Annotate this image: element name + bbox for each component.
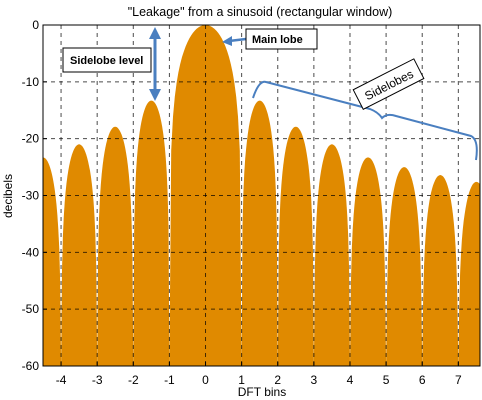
y-tick-label: -20 <box>22 132 40 146</box>
x-tick-label: 5 <box>383 373 390 387</box>
x-tick-labels: -4 -3 -2 -1 0 1 2 3 4 5 6 7 <box>56 373 462 387</box>
x-tick-label: 0 <box>202 373 209 387</box>
x-tick-label: 3 <box>311 373 318 387</box>
y-tick-label: -40 <box>22 245 40 259</box>
lobe-8 <box>350 157 387 366</box>
x-tick-label: -4 <box>56 373 67 387</box>
lobe-3 <box>133 100 170 366</box>
main-lobe-label: Main lobe <box>252 34 303 46</box>
lobe-2 <box>97 126 134 366</box>
x-tick-label: 7 <box>455 373 462 387</box>
grid-lines <box>43 25 480 366</box>
x-tick-label: 2 <box>274 373 281 387</box>
x-tick-label: 1 <box>238 373 245 387</box>
sidelobe-level-arrowhead-top <box>149 27 161 39</box>
lobe-6 <box>277 126 314 366</box>
lobe-5 <box>241 100 278 366</box>
lobe-1 <box>61 144 98 366</box>
axes <box>42 24 481 367</box>
lobe-0 <box>43 157 62 366</box>
y-tick-label: -10 <box>22 75 40 89</box>
y-tick-label: -60 <box>22 359 40 373</box>
x-tick-label: -2 <box>128 373 139 387</box>
sidelobes-bracket <box>252 80 478 161</box>
main-lobe-box <box>245 28 318 50</box>
sidelobe-level-label: Sidelobe level <box>70 55 143 67</box>
chart-title: "Leakage" from a sinusoid (rectangular w… <box>128 5 393 19</box>
y-tick-label: -30 <box>22 189 40 203</box>
x-axis-label: DFT bins <box>238 385 286 399</box>
main-lobe-arrowhead <box>222 36 232 46</box>
sidelobe-level-arrowhead-bottom <box>149 89 161 101</box>
y-tick-labels: 0 -10 -20 -30 -40 -50 -60 <box>22 18 40 373</box>
y-tick-label: 0 <box>32 18 39 32</box>
x-tick-label: -3 <box>92 373 103 387</box>
lobe-7 <box>313 144 350 366</box>
lobe-11 <box>458 181 480 366</box>
x-tick-label: 6 <box>419 373 426 387</box>
sidelobe-level-box <box>62 47 152 73</box>
lobe-10 <box>422 175 459 366</box>
x-tick-label: -1 <box>164 373 175 387</box>
x-tick-label: 4 <box>347 373 354 387</box>
lobe-9 <box>386 167 423 366</box>
y-axis-label: decibels <box>1 174 15 218</box>
y-tick-label: -50 <box>22 302 40 316</box>
